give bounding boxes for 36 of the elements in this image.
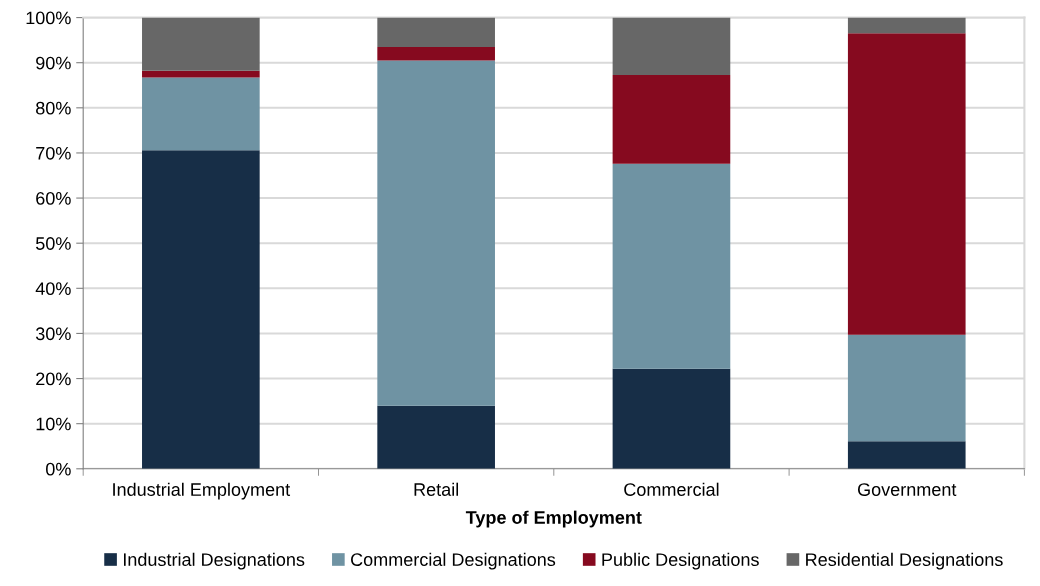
y-tick-label: 100% (26, 11, 71, 25)
y-tick-label: 90% (36, 56, 71, 70)
bar (377, 46, 495, 61)
x-tick-label: Commercial (624, 482, 719, 496)
y-tick-label: 50% (35, 237, 71, 250)
bar (142, 70, 260, 78)
bar (377, 405, 495, 469)
x-tick-label: Retail (414, 482, 459, 496)
x-axis-title: Type of Employment (465, 510, 642, 528)
bar (847, 17, 966, 34)
bar (612, 163, 731, 369)
bar (612, 368, 731, 469)
legend-label: Commercial Designations (351, 552, 556, 570)
bar (142, 77, 260, 151)
bar (612, 74, 731, 164)
bar (847, 441, 966, 469)
bar (612, 17, 731, 75)
y-tick-label: 0% (46, 462, 71, 476)
y-tick-label: 30% (35, 327, 71, 341)
y-tick-label: 10% (36, 417, 71, 431)
bar (142, 17, 260, 71)
legend-label: Public Designations (602, 552, 759, 570)
bar (377, 17, 495, 47)
x-tick-label: Industrial Employment (113, 482, 291, 500)
y-tick-label: 40% (35, 282, 71, 296)
legend-label: Residential Designations (806, 552, 1003, 570)
bar (847, 33, 966, 335)
y-tick-label: 80% (36, 101, 71, 115)
bar (847, 334, 966, 442)
bar (142, 150, 260, 469)
bar (377, 60, 495, 406)
y-tick-label: 20% (36, 372, 71, 386)
x-tick-label: Government (857, 483, 957, 496)
legend-label: Industrial Designations (123, 552, 305, 570)
y-tick-label: 60% (36, 192, 71, 205)
y-tick-label: 70% (36, 146, 71, 160)
